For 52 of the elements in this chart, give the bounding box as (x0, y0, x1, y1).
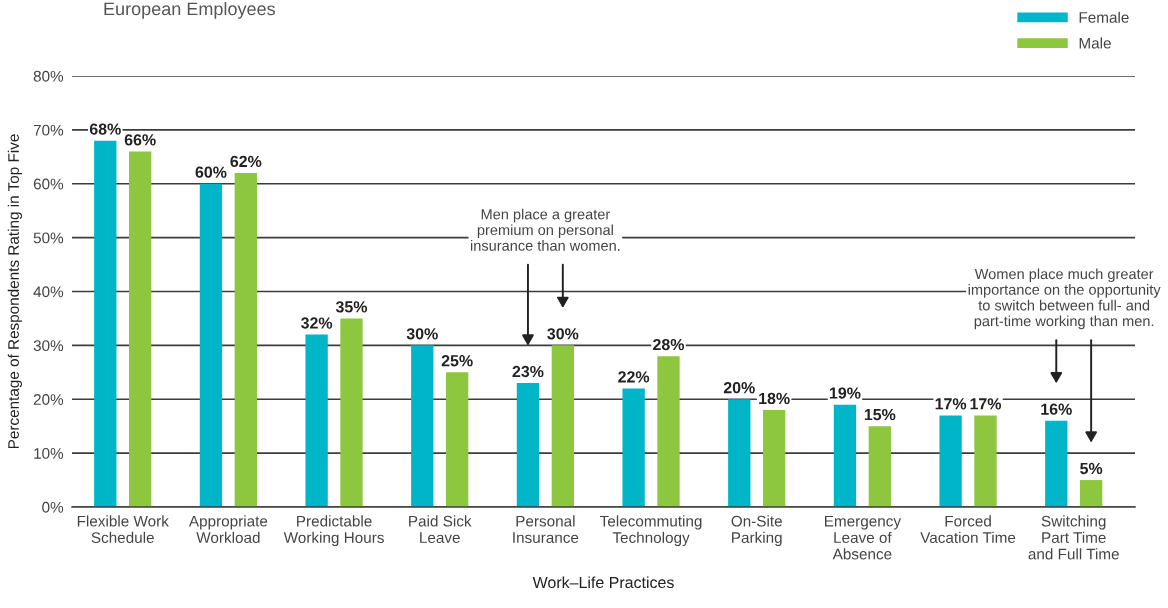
y-tick-label: 80% (33, 70, 64, 82)
y-tick-label: 30% (33, 340, 64, 352)
x-tick-label: On-Site Parking (731, 515, 782, 547)
y-tick-label: 0% (42, 501, 64, 513)
y-tick-label: 60% (33, 178, 64, 190)
x-tick-label: Flexible Work Schedule (77, 515, 169, 544)
annotation: Men place a greater premium on personal insurance than women. (470, 208, 620, 251)
data-label: 16% (1041, 403, 1072, 415)
y-tick-label: 10% (34, 447, 64, 459)
data-label: 5% (1080, 462, 1103, 475)
bar (974, 415, 997, 507)
x-tick-label: Emergency Leave of Absence (825, 515, 901, 560)
data-label: 19% (829, 387, 861, 399)
legend-label: Female (1079, 11, 1129, 23)
data-label: 30% (406, 328, 438, 340)
data-label: 30% (547, 328, 579, 340)
data-label: 15% (864, 408, 896, 421)
y-tick-label: 40% (33, 286, 64, 298)
data-label: 68% (89, 123, 121, 135)
data-label: 35% (335, 301, 368, 313)
bar (762, 410, 786, 507)
y-tick-label: 20% (33, 394, 64, 405)
bar (657, 356, 680, 507)
data-label: 17% (970, 398, 1002, 410)
data-label: 22% (618, 371, 650, 383)
data-label: 23% (512, 365, 544, 378)
x-tick-label: Personal Insurance (513, 515, 579, 544)
data-label: 32% (301, 317, 333, 329)
legend-label: Male (1079, 37, 1111, 49)
x-tick-label: Paid Sick Leave (409, 515, 472, 544)
bar (833, 404, 857, 507)
bar (94, 140, 117, 507)
x-tick-label: Telecommuting Technology (600, 515, 702, 547)
x-tick-label: Switching Part Time and Full Time (1028, 515, 1119, 560)
x-tick-label: Appropriate Workload (188, 515, 268, 544)
data-label: 66% (124, 134, 156, 146)
y-tick-label: 70% (33, 124, 64, 136)
x-tick-label: Forced Vacation Time (920, 515, 1016, 544)
chart-title: European Employees (104, 2, 275, 19)
x-axis-title: Work–Life Practices (532, 576, 674, 589)
y-axis-title: Percentage of Respondents Rating in Top Five (7, 134, 22, 449)
data-label: 62% (230, 155, 262, 168)
bar (939, 415, 962, 507)
annotation: Women place much greater importance on the opportunity to switch between full- and part-time working than men. (968, 268, 1161, 330)
data-label: 25% (441, 355, 473, 367)
data-label: 20% (723, 382, 755, 394)
y-tick-label: 50% (33, 232, 64, 244)
data-label: 28% (653, 338, 685, 351)
data-label: 60% (195, 166, 227, 178)
data-label: 17% (935, 398, 967, 410)
data-label: 18% (759, 392, 790, 405)
x-tick-label: Predictable Working Hours (283, 515, 384, 547)
